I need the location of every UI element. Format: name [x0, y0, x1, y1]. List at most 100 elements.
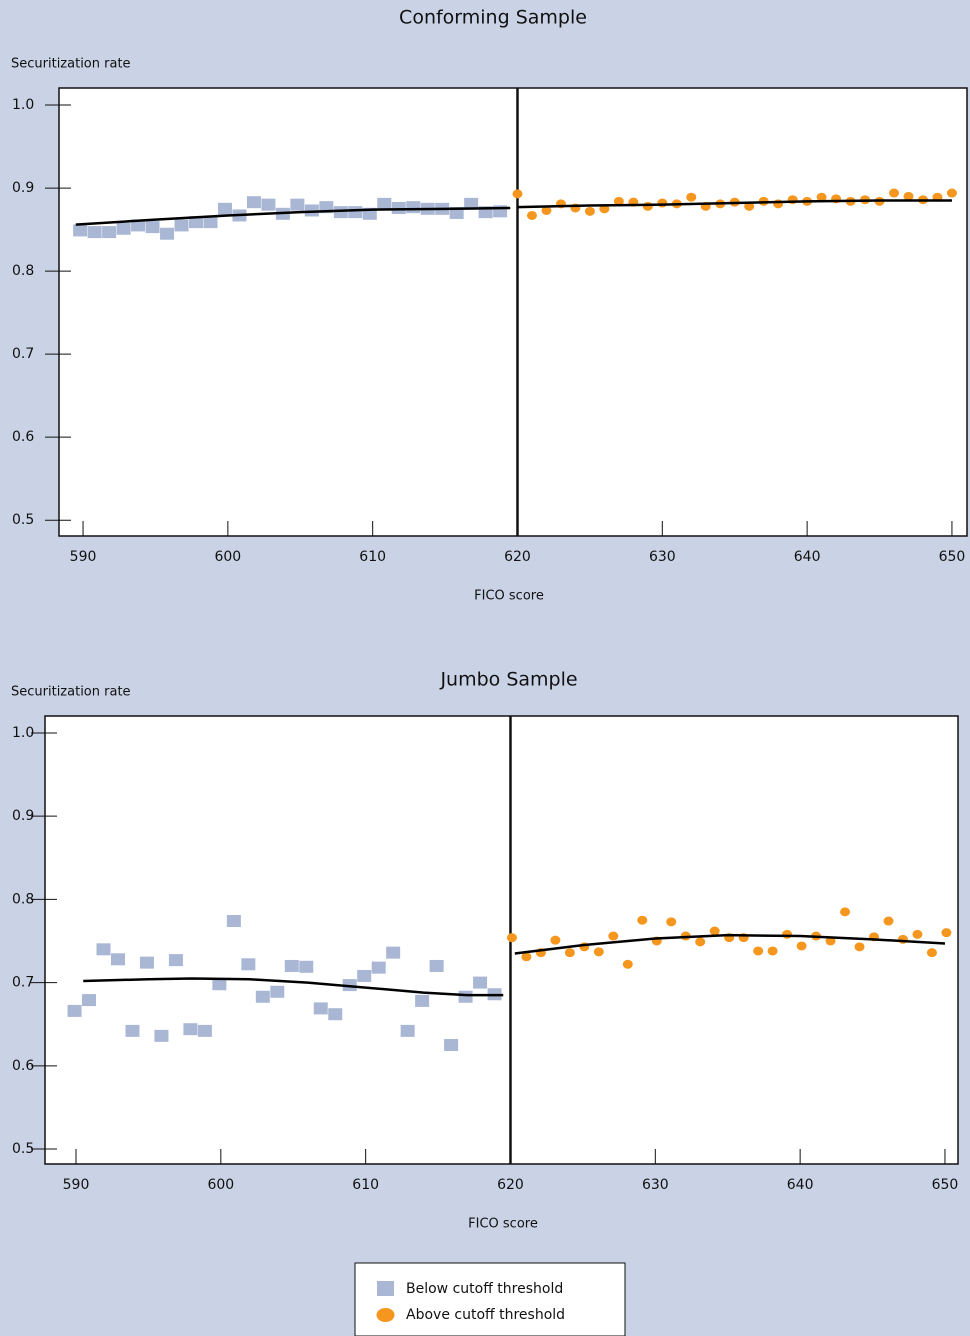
point [110, 953, 125, 966]
point [444, 1039, 459, 1052]
y-tick-label: 0.6 [12, 1058, 34, 1074]
point [622, 959, 633, 969]
legend-box [354, 1262, 626, 1336]
point [377, 197, 392, 210]
y-axis-label: Securitization rate [11, 57, 131, 72]
point [744, 201, 755, 211]
point [400, 1024, 415, 1037]
legend-label: Below cutoff threshold [406, 1281, 563, 1297]
point [753, 946, 764, 956]
point [709, 926, 720, 936]
point [304, 204, 319, 217]
x-tick-label: 640 [794, 549, 821, 565]
x-tick-label: 590 [70, 549, 97, 565]
chart-title: Jumbo Sample [439, 669, 577, 691]
x-tick-label: 630 [642, 1177, 669, 1193]
point [102, 226, 117, 239]
point [883, 916, 894, 926]
point [521, 952, 532, 962]
point [926, 948, 937, 958]
y-tick-label: 0.8 [12, 891, 34, 907]
point [203, 216, 218, 229]
legend-marker [376, 1308, 395, 1322]
y-tick-label: 0.5 [12, 512, 34, 528]
fit-line [75, 206, 511, 226]
point [371, 961, 386, 974]
point [299, 960, 314, 973]
point [154, 1029, 169, 1042]
x-tick-label: 610 [359, 549, 386, 565]
x-tick-label: 620 [497, 1177, 524, 1193]
point [782, 929, 793, 939]
point [796, 941, 807, 951]
point [160, 227, 175, 240]
point [82, 994, 97, 1007]
point [284, 959, 299, 972]
point [226, 915, 241, 928]
point [391, 201, 406, 214]
point [386, 946, 401, 959]
y-tick-label: 0.6 [12, 429, 34, 445]
point [246, 196, 261, 209]
point [889, 188, 900, 198]
point [541, 205, 552, 215]
point [270, 985, 285, 998]
point [464, 197, 479, 210]
point [903, 191, 914, 201]
y-tick-label: 0.9 [12, 808, 34, 824]
point [139, 956, 154, 969]
point [125, 1024, 140, 1037]
point [328, 1008, 343, 1021]
x-axis-label: FICO score [474, 589, 544, 604]
y-tick-label: 0.8 [12, 263, 34, 279]
point [593, 947, 604, 957]
x-tick-label: 610 [352, 1177, 379, 1193]
point [87, 226, 102, 239]
point [290, 198, 305, 211]
point [348, 206, 363, 219]
point [550, 935, 561, 945]
fit-line [517, 199, 952, 209]
point [941, 928, 952, 938]
point [767, 946, 778, 956]
point [637, 915, 648, 925]
point [666, 917, 677, 927]
x-tick-label: 600 [214, 549, 241, 565]
y-axis-label: Securitization rate [11, 685, 131, 700]
point [217, 202, 232, 215]
x-tick-label: 650 [939, 549, 966, 565]
point [333, 206, 348, 219]
point [473, 976, 488, 989]
point [695, 937, 706, 947]
point [449, 206, 464, 219]
fit-line [514, 933, 946, 955]
plot-area [44, 715, 959, 1165]
point [131, 219, 146, 232]
point [564, 948, 575, 958]
point [313, 1002, 328, 1015]
point [526, 210, 537, 220]
point [73, 224, 88, 237]
plot-area [58, 87, 968, 537]
y-tick-label: 0.9 [12, 180, 34, 196]
y-tick-label: 0.5 [12, 1141, 34, 1157]
point [854, 942, 865, 952]
point [96, 943, 111, 956]
point [415, 994, 430, 1007]
point [642, 201, 653, 211]
point [429, 959, 444, 972]
point [840, 907, 851, 917]
x-tick-label: 640 [787, 1177, 814, 1193]
legend-label: Above cutoff threshold [406, 1307, 565, 1323]
point [174, 219, 189, 232]
point [197, 1024, 212, 1037]
x-axis-label: FICO score [468, 1217, 538, 1232]
y-tick-label: 0.7 [12, 975, 34, 991]
x-tick-label: 620 [504, 549, 531, 565]
point [168, 954, 183, 967]
point [657, 198, 668, 208]
point [212, 978, 227, 991]
point [357, 969, 372, 982]
point [946, 188, 957, 198]
